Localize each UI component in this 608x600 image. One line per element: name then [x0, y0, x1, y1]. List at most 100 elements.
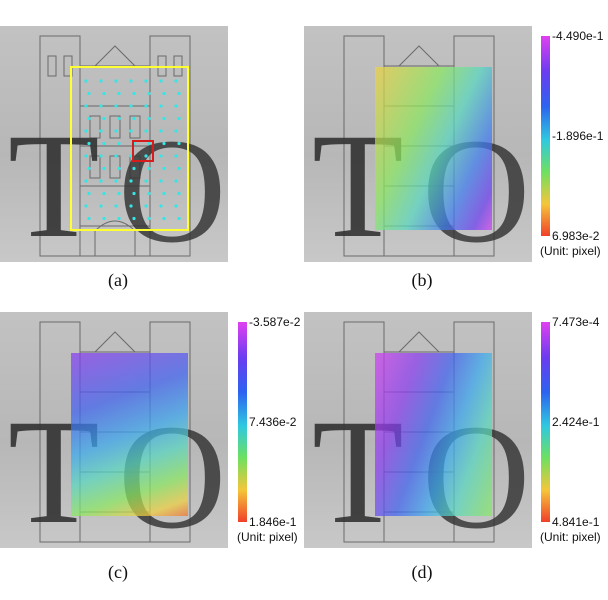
- seed-point: [117, 166, 121, 171]
- seed-point: [114, 204, 118, 208]
- panel-c-image: T O: [0, 312, 228, 548]
- seed-point: [102, 116, 106, 121]
- seed-point: [159, 129, 163, 133]
- colorbar-c: [238, 322, 247, 522]
- seed-point: [147, 141, 151, 146]
- roi-box: [70, 66, 189, 231]
- seed-point: [162, 191, 166, 196]
- seed-point: [174, 179, 178, 183]
- seed-point: [129, 104, 133, 108]
- seed-point: [102, 191, 106, 196]
- seed-point: [144, 154, 148, 158]
- seed-point: [102, 166, 106, 171]
- seed-point: [147, 91, 151, 96]
- seed-point: [144, 204, 148, 208]
- seed-point: [117, 216, 121, 221]
- seed-point: [132, 216, 136, 221]
- seed-point: [177, 191, 181, 196]
- colorbar-d-max: 7.473e-4: [552, 315, 600, 329]
- seed-point: [132, 191, 136, 196]
- seed-point: [84, 154, 88, 158]
- panel-a-image: T O: [0, 26, 228, 262]
- seed-point: [117, 141, 121, 146]
- seed-point: [177, 141, 181, 146]
- seed-point: [87, 166, 91, 171]
- seed-point: [102, 91, 106, 96]
- seed-point: [144, 79, 148, 83]
- seed-point: [84, 129, 88, 133]
- seed-point: [147, 166, 151, 171]
- panel-b-image: T O: [304, 26, 532, 262]
- caption-c: (c): [108, 562, 128, 582]
- seed-point: [159, 79, 163, 83]
- seed-point: [159, 104, 163, 108]
- seed-point: [159, 179, 163, 183]
- seed-point: [102, 141, 106, 146]
- seed-point: [129, 129, 133, 133]
- seed-point: [144, 129, 148, 133]
- seed-point: [114, 104, 118, 108]
- colorbar-d-min: 4.841e-1: [552, 515, 600, 529]
- svg-text:O: O: [118, 108, 226, 262]
- seed-point: [162, 141, 166, 146]
- seed-point: [117, 191, 121, 196]
- seed-point: [84, 179, 88, 183]
- panel-d-image: T O: [304, 312, 532, 548]
- seed-point: [132, 91, 136, 96]
- seed-point: [87, 216, 91, 221]
- colorbar-b-min: 6.983e-2: [552, 229, 600, 243]
- colorbar-c-mid: 7.436e-2: [249, 415, 297, 429]
- seed-point: [177, 116, 181, 121]
- seed-point: [99, 129, 103, 133]
- seed-point: [174, 79, 178, 83]
- seed-point: [162, 216, 166, 221]
- seed-point: [114, 154, 118, 158]
- colorbar-c-max: -3.587e-2: [249, 315, 301, 329]
- seed-point: [87, 116, 91, 121]
- colorbar-d: [541, 322, 550, 522]
- caption-b: (b): [411, 270, 433, 290]
- seed-point: [174, 154, 178, 158]
- seed-point: [159, 154, 163, 158]
- caption-a: (a): [108, 270, 128, 290]
- seed-point: [114, 79, 118, 83]
- colorbar-b-max: -4.490e-1: [552, 29, 604, 43]
- seed-point: [144, 104, 148, 108]
- colorbar-c-min: 1.846e-1: [249, 515, 297, 529]
- seed-point: [99, 204, 103, 208]
- building-facade-illustration: T O: [8, 35, 226, 262]
- seed-point: [177, 91, 181, 96]
- seed-point: [129, 154, 133, 158]
- seed-point: [177, 216, 181, 221]
- subset-box: [132, 140, 154, 162]
- svg-text:T: T: [8, 103, 100, 262]
- seed-point: [117, 91, 121, 96]
- seed-point: [84, 104, 88, 108]
- seed-point: [177, 166, 181, 171]
- seed-point: [174, 104, 178, 108]
- caption-d: (d): [411, 562, 433, 582]
- seed-point: [162, 166, 166, 171]
- seed-point: [117, 116, 121, 121]
- displacement-field-overlay: [375, 353, 492, 516]
- seed-point: [114, 179, 118, 183]
- seed-point: [102, 216, 106, 221]
- seed-point: [99, 154, 103, 158]
- colorbar-d-unit: (Unit: pixel): [540, 530, 601, 544]
- seed-point: [114, 129, 118, 133]
- seed-point: [174, 129, 178, 133]
- seed-point: [87, 91, 91, 96]
- seed-point: [144, 179, 148, 183]
- seed-point: [99, 104, 103, 108]
- seed-point: [174, 204, 178, 208]
- colorbar-c-unit: (Unit: pixel): [237, 530, 298, 544]
- roi-annotation-layer: [70, 66, 189, 231]
- seed-point: [162, 91, 166, 96]
- seed-point: [147, 116, 151, 121]
- colorbar-b-mid: -1.896e-1: [552, 129, 604, 143]
- seed-point: [87, 141, 91, 146]
- seed-point: [87, 191, 91, 196]
- seed-point: [159, 204, 163, 208]
- seed-point: [84, 204, 88, 208]
- seed-point: [132, 166, 136, 171]
